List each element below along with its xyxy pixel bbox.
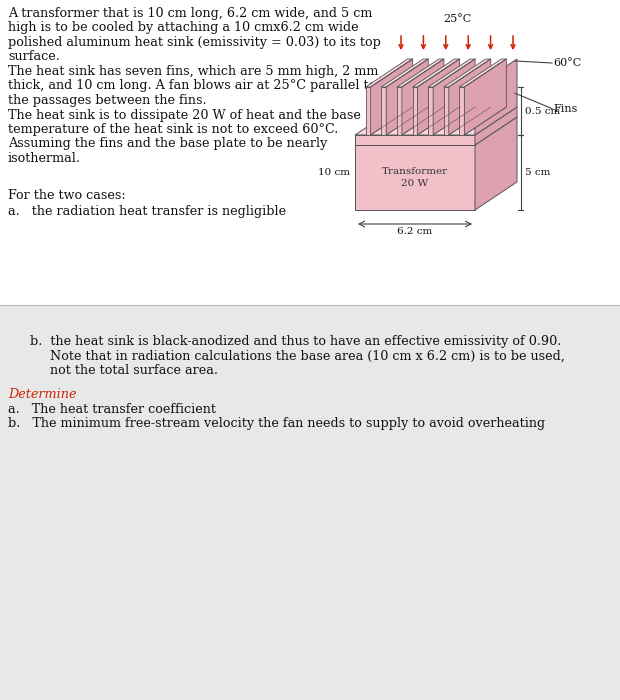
Text: 0.5 cm: 0.5 cm [525, 106, 560, 116]
Polygon shape [412, 59, 459, 87]
Polygon shape [355, 117, 517, 145]
Polygon shape [397, 87, 402, 135]
Text: Determine: Determine [8, 389, 76, 402]
Polygon shape [355, 145, 475, 210]
Polygon shape [475, 117, 517, 210]
Text: For the two cases:: For the two cases: [8, 189, 126, 202]
Bar [0, 305, 620, 700]
Text: temperature of the heat sink is not to exceed 60°C.: temperature of the heat sink is not to e… [8, 123, 339, 136]
Polygon shape [464, 59, 507, 135]
Polygon shape [402, 59, 444, 135]
Polygon shape [449, 59, 491, 135]
Polygon shape [355, 107, 517, 135]
Polygon shape [386, 59, 428, 135]
Text: a.   The heat transfer coefficient: a. The heat transfer coefficient [8, 403, 216, 416]
Text: The heat sink has seven fins, which are 5 mm high, 2 mm: The heat sink has seven fins, which are … [8, 65, 378, 78]
Polygon shape [428, 87, 433, 135]
Polygon shape [475, 107, 517, 145]
Polygon shape [459, 59, 507, 87]
Polygon shape [366, 87, 371, 135]
Polygon shape [475, 59, 517, 135]
Polygon shape [428, 59, 475, 87]
Text: the passages between the fins.: the passages between the fins. [8, 94, 206, 107]
Polygon shape [355, 135, 475, 145]
Text: 5 cm: 5 cm [525, 168, 551, 177]
Text: A transformer that is 10 cm long, 6.2 cm wide, and 5 cm: A transformer that is 10 cm long, 6.2 cm… [8, 7, 373, 20]
Text: Note that in radiation calculations the base area (10 cm x 6.2 cm) is to be used: Note that in radiation calculations the … [30, 349, 565, 363]
Polygon shape [412, 87, 417, 135]
Text: Assuming the fins and the base plate to be nearly: Assuming the fins and the base plate to … [8, 137, 327, 150]
Text: 25°C: 25°C [443, 14, 471, 24]
Text: thick, and 10 cm long. A fan blows air at 25°C parallel to: thick, and 10 cm long. A fan blows air a… [8, 80, 376, 92]
Polygon shape [397, 59, 444, 87]
Text: a.   the radiation heat transfer is negligible: a. the radiation heat transfer is neglig… [8, 206, 286, 218]
Text: 10 cm: 10 cm [318, 168, 350, 177]
Text: high is to be cooled by attaching a 10 cmx6.2 cm wide: high is to be cooled by attaching a 10 c… [8, 22, 358, 34]
Text: b.  the heat sink is black-anodized and thus to have an effective emissivity of : b. the heat sink is black-anodized and t… [30, 335, 561, 348]
Polygon shape [444, 87, 449, 135]
Text: Transformer
20 W: Transformer 20 W [382, 167, 448, 188]
Polygon shape [366, 59, 413, 87]
Text: Fins: Fins [553, 104, 577, 113]
Polygon shape [381, 59, 428, 87]
Text: surface.: surface. [8, 50, 60, 64]
Polygon shape [381, 87, 386, 135]
Text: b.   The minimum free-stream velocity the fan needs to supply to avoid overheati: b. The minimum free-stream velocity the … [8, 417, 545, 430]
Polygon shape [433, 59, 475, 135]
Polygon shape [459, 87, 464, 135]
Text: 60°C: 60°C [553, 58, 582, 68]
Text: 6.2 cm: 6.2 cm [397, 227, 433, 236]
Polygon shape [444, 59, 491, 87]
Polygon shape [371, 59, 413, 135]
Polygon shape [417, 59, 459, 135]
Text: polished aluminum heat sink (emissivity = 0.03) to its top: polished aluminum heat sink (emissivity … [8, 36, 381, 49]
Text: The heat sink is to dissipate 20 W of heat and the base: The heat sink is to dissipate 20 W of he… [8, 108, 361, 122]
Text: isothermal.: isothermal. [8, 152, 81, 165]
Text: not the total surface area.: not the total surface area. [30, 364, 218, 377]
